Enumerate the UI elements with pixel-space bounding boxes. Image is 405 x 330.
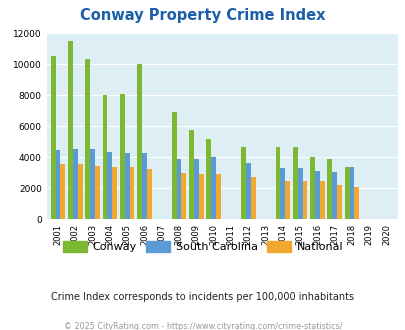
Bar xyxy=(90,149,95,219)
Bar xyxy=(198,174,203,219)
Bar xyxy=(302,181,307,219)
Bar xyxy=(292,147,297,219)
Bar xyxy=(137,64,142,219)
Bar xyxy=(68,41,72,219)
Bar xyxy=(51,56,55,219)
Bar xyxy=(107,152,112,219)
Bar xyxy=(354,187,358,219)
Bar xyxy=(85,59,90,219)
Bar xyxy=(112,167,117,219)
Bar xyxy=(319,182,324,219)
Bar xyxy=(77,164,82,219)
Bar xyxy=(211,157,215,219)
Bar xyxy=(336,185,341,219)
Legend: Conway, South Carolina, National: Conway, South Carolina, National xyxy=(58,237,347,257)
Bar xyxy=(275,147,280,219)
Text: © 2025 CityRating.com - https://www.cityrating.com/crime-statistics/: © 2025 CityRating.com - https://www.city… xyxy=(64,322,341,330)
Bar xyxy=(171,112,176,219)
Bar xyxy=(327,159,332,219)
Bar xyxy=(344,167,349,219)
Bar xyxy=(250,178,255,219)
Bar xyxy=(332,172,336,219)
Bar xyxy=(349,167,354,219)
Bar xyxy=(280,168,285,219)
Bar xyxy=(189,130,194,219)
Bar xyxy=(181,173,186,219)
Bar xyxy=(309,157,314,219)
Bar xyxy=(297,168,302,219)
Bar xyxy=(95,166,100,219)
Bar xyxy=(215,174,220,219)
Bar xyxy=(245,163,250,219)
Bar xyxy=(129,167,134,219)
Bar xyxy=(55,149,60,219)
Bar xyxy=(314,171,319,219)
Bar xyxy=(142,153,147,219)
Bar xyxy=(241,147,245,219)
Bar xyxy=(206,140,211,219)
Text: Crime Index corresponds to incidents per 100,000 inhabitants: Crime Index corresponds to incidents per… xyxy=(51,292,354,302)
Bar xyxy=(72,149,77,219)
Bar xyxy=(102,95,107,219)
Bar xyxy=(124,153,129,219)
Text: Conway Property Crime Index: Conway Property Crime Index xyxy=(80,8,325,23)
Bar xyxy=(176,159,181,219)
Bar xyxy=(285,181,290,219)
Bar xyxy=(119,94,124,219)
Bar xyxy=(147,169,151,219)
Bar xyxy=(60,164,65,219)
Bar xyxy=(194,159,198,219)
